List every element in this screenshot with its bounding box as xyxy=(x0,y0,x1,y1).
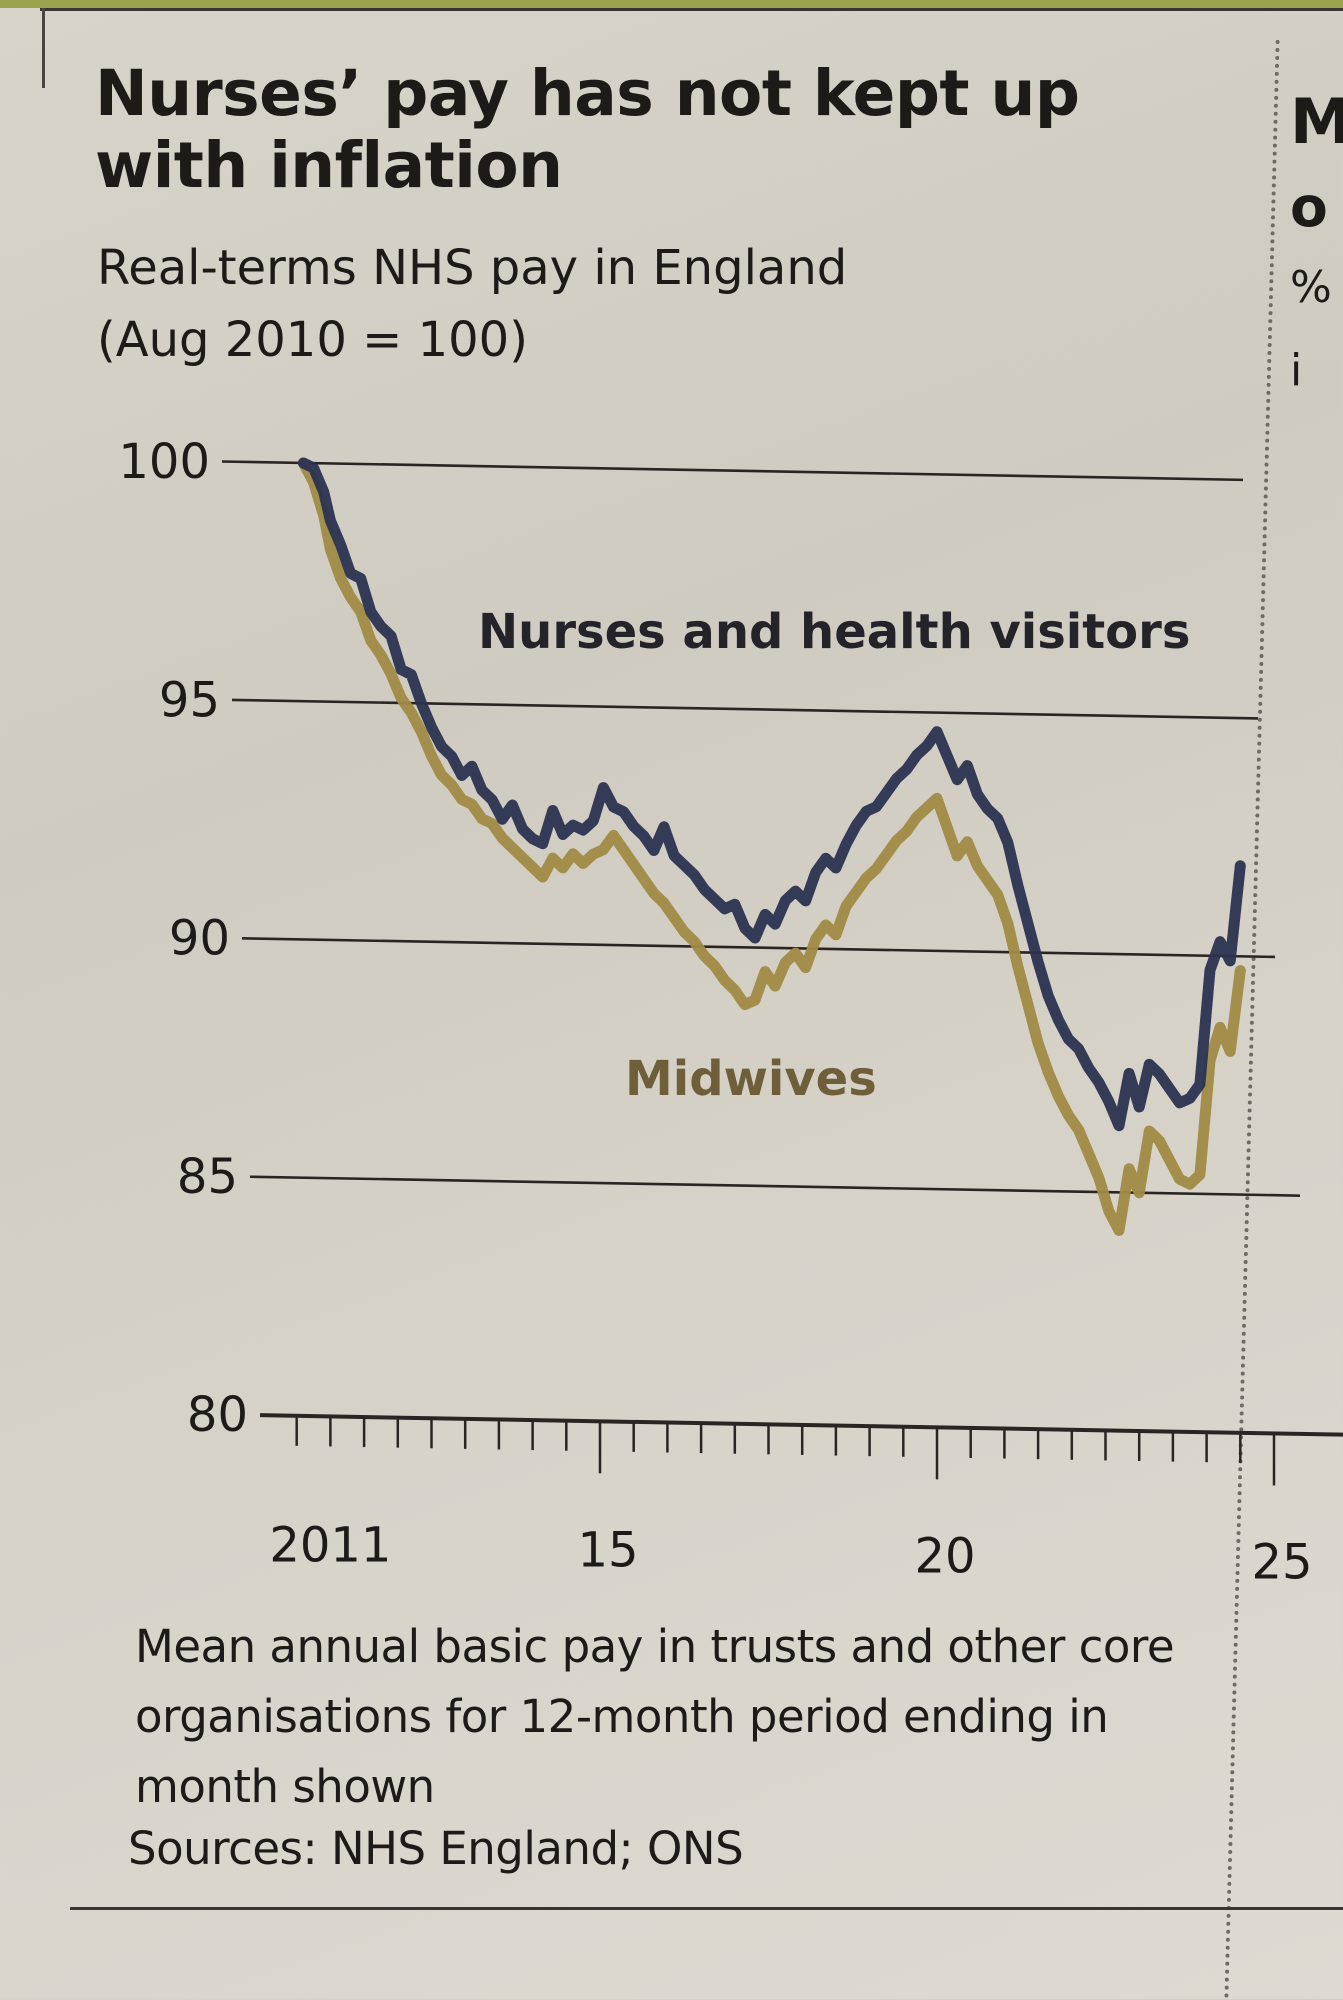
subtitle-line-2: (Aug 2010 = 100) xyxy=(97,312,528,368)
y-tick-label-100: 100 xyxy=(118,434,210,490)
next-article-fragment-3: % xyxy=(1290,262,1332,313)
series-line-nurses xyxy=(297,457,1246,1132)
series-line-midwives xyxy=(297,457,1246,1236)
top-rule xyxy=(40,8,1343,11)
footnote-line-3: month shown xyxy=(135,1760,435,1813)
y-tick-label-95: 95 xyxy=(159,672,220,728)
y-tick-label-90: 90 xyxy=(169,911,230,967)
chart-footnote: Mean annual basic pay in trusts and othe… xyxy=(135,1612,1285,1822)
x-tick-label-2011: 2011 xyxy=(269,1517,391,1573)
next-article-fragment-2: o xyxy=(1290,175,1328,239)
subtitle-line-1: Real-terms NHS pay in England xyxy=(97,240,848,296)
x-tick-label-15: 15 xyxy=(577,1522,638,1578)
series-lines xyxy=(297,457,1246,1236)
series-label-midwives: Midwives xyxy=(625,1051,877,1107)
y-tick-label-80: 80 xyxy=(187,1387,248,1443)
chart-subtitle: Real-terms NHS pay in England (Aug 2010 … xyxy=(97,232,1097,376)
x-tick-label-20: 20 xyxy=(914,1529,975,1585)
gridline-95 xyxy=(231,698,1259,720)
x-tick-label-25: 25 xyxy=(1251,1535,1312,1591)
chart-title: Nurses’ pay has not kept up with inflati… xyxy=(95,57,1080,202)
chart-source: Sources: NHS England; ONS xyxy=(128,1822,744,1875)
left-column-rule xyxy=(42,8,45,88)
top-color-strip xyxy=(0,0,1343,8)
gridline-100 xyxy=(221,460,1244,482)
gridline-80 xyxy=(259,1413,1343,1437)
x-axis: 2011 15 20 25 xyxy=(269,1415,1313,1591)
gridline-90 xyxy=(241,937,1276,959)
footnote-line-2: organisations for 12-month period ending… xyxy=(135,1690,1109,1743)
y-axis-labels: 100 95 90 85 80 xyxy=(118,434,248,1443)
bottom-rule xyxy=(70,1907,1343,1910)
series-label-nurses: Nurses and health visitors xyxy=(478,604,1190,660)
footnote-line-1: Mean annual basic pay in trusts and othe… xyxy=(135,1620,1175,1673)
next-article-fragment-4: i xyxy=(1290,345,1303,396)
y-tick-label-85: 85 xyxy=(177,1149,238,1205)
next-article-fragment-1: M xyxy=(1290,85,1343,158)
